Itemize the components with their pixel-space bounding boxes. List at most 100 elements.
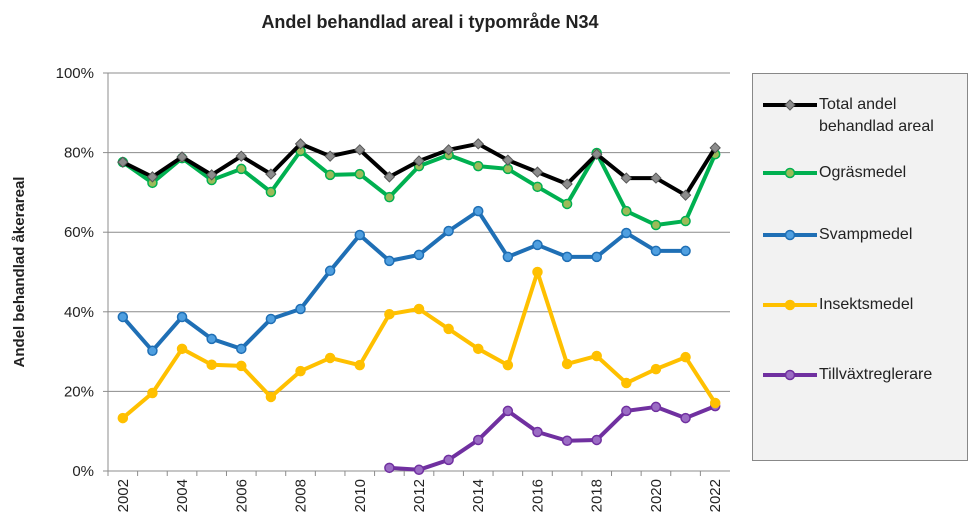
data-point [561,178,573,190]
data-point [324,169,336,181]
x-tick-label: 2008 [293,479,310,512]
data-point [354,144,366,156]
legend-swatch [763,99,817,111]
data-point [621,377,632,389]
data-point [265,168,277,180]
data-point [591,434,602,446]
legend-swatch [763,369,817,381]
data-point [146,171,159,183]
legend-label: Ogräsmedel [819,164,907,181]
x-tick-label: 2006 [233,479,250,512]
data-point [591,350,602,362]
data-point [561,251,573,263]
data-point [591,148,603,160]
x-tick-label: 2010 [352,479,369,512]
data-point [147,345,158,357]
data-point [235,150,247,162]
data-point [354,168,366,180]
data-point [472,138,484,150]
data-point [502,251,514,263]
data-point [147,387,158,399]
legend-marker [784,369,796,381]
data-point [679,189,692,201]
data-point [532,181,543,193]
legend-item: Insektsmedel [761,294,969,316]
data-point [324,265,336,277]
data-point [620,172,633,184]
data-point [384,308,395,320]
data-point [205,169,218,181]
data-point [532,266,543,278]
data-point [265,186,277,198]
data-point [117,156,129,168]
legend-label: Insektsmedel [819,296,914,313]
x-tick-label: 2012 [411,479,428,512]
y-axis-label: Andel behandlad åkerareal [11,177,28,368]
y-tick-label: 80% [64,145,94,162]
data-point [442,144,455,156]
data-point [117,412,129,424]
y-tick-label: 0% [72,463,94,480]
data-point [502,359,514,371]
legend-swatch [763,299,817,311]
data-point [354,359,366,371]
data-point [709,142,721,154]
data-point [324,352,336,364]
legend-item: Svampmedel [761,224,969,246]
data-point [650,363,662,375]
x-tick-label: 2022 [707,479,724,512]
data-point [176,151,188,163]
legend-label: Tillväxtreglerare [819,366,933,383]
data-point [236,360,247,372]
legend-item: Tillväxtreglerare [761,364,969,386]
data-point [709,397,721,409]
data-point [650,245,662,257]
data-point [621,227,632,239]
legend-marker [784,99,796,111]
data-point [650,172,662,184]
series-line [389,404,716,472]
data-point [294,138,307,150]
data-point [532,426,543,438]
data-point [413,155,425,167]
legend-marker [784,229,796,241]
data-point [561,198,573,210]
data-point [680,215,691,227]
data-point [236,343,247,355]
y-tick-label: 100% [56,65,94,82]
legend-label: Svampmedel [819,226,913,243]
x-tick-label: 2002 [115,479,132,512]
data-point [383,171,396,183]
data-point [384,462,395,474]
data-point [324,150,336,162]
legend-marker [784,299,796,311]
legend-label: Total andel behandlad areal [819,96,934,135]
x-tick-label: 2018 [589,479,606,512]
data-point [472,434,484,446]
data-point [532,239,543,251]
legend-swatch [763,229,817,241]
legend-item: Total andel behandlad areal [761,94,969,138]
data-point [443,323,454,335]
data-point [117,311,129,323]
series-line [121,270,717,420]
y-tick-label: 20% [64,383,94,400]
data-point [472,205,484,217]
y-tick-label: 40% [64,304,94,321]
data-point [354,229,366,241]
x-tick-label: 2016 [529,479,546,512]
legend-swatch [763,167,817,179]
data-point [176,311,188,323]
data-point [561,435,573,447]
data-point [531,166,544,178]
data-point [265,391,277,403]
x-tick-label: 2014 [470,479,487,512]
data-point [413,303,425,315]
data-point [680,245,691,257]
data-point [591,251,602,263]
data-point [295,365,306,377]
legend-item: Ogräsmedel [761,162,969,184]
data-point [384,255,395,267]
